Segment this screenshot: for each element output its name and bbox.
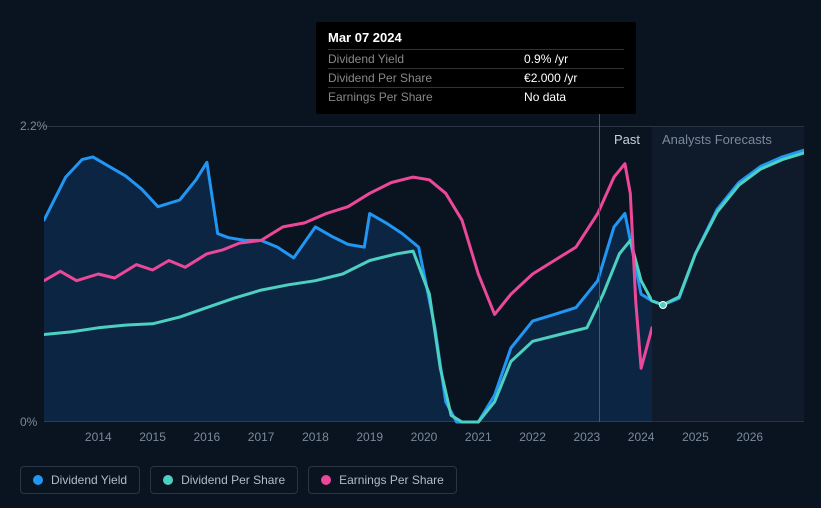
chart-svg (44, 126, 804, 422)
hover-marker (659, 301, 667, 309)
y-axis-label: 2.2% (20, 119, 47, 133)
legend-dot-icon (33, 475, 43, 485)
x-axis-label: 2020 (411, 430, 438, 444)
x-axis-label: 2023 (573, 430, 600, 444)
tooltip-value: No data (524, 88, 624, 107)
legend-item-dividend-yield[interactable]: Dividend Yield (20, 466, 140, 494)
x-axis-label: 2025 (682, 430, 709, 444)
tooltip-label: Earnings Per Share (328, 88, 524, 107)
tooltip-label: Dividend Yield (328, 50, 524, 69)
x-axis-label: 2024 (628, 430, 655, 444)
tooltip-table: Dividend Yield 0.9% /yr Dividend Per Sha… (328, 49, 624, 106)
legend-label: Dividend Yield (51, 473, 127, 487)
legend-dot-icon (321, 475, 331, 485)
chart-plot-area[interactable] (44, 126, 804, 422)
legend-dot-icon (163, 475, 173, 485)
x-axis-label: 2014 (85, 430, 112, 444)
y-axis-label: 0% (20, 415, 37, 429)
x-axis-label: 2018 (302, 430, 329, 444)
chart-legend: Dividend Yield Dividend Per Share Earnings… (20, 466, 457, 494)
region-label-forecast: Analysts Forecasts (662, 132, 772, 147)
tooltip-row: Earnings Per Share No data (328, 88, 624, 107)
x-axis-label: 2019 (356, 430, 383, 444)
x-axis-label: 2026 (736, 430, 763, 444)
tooltip-pointer-line (599, 100, 600, 422)
x-axis-label: 2021 (465, 430, 492, 444)
legend-item-dividend-per-share[interactable]: Dividend Per Share (150, 466, 298, 494)
tooltip-label: Dividend Per Share (328, 69, 524, 88)
x-axis-label: 2017 (248, 430, 275, 444)
tooltip-value: 0.9% /yr (524, 50, 624, 69)
tooltip-date: Mar 07 2024 (328, 30, 624, 45)
legend-label: Dividend Per Share (181, 473, 285, 487)
series-dividend-yield-forecast (652, 150, 804, 305)
legend-item-earnings-per-share[interactable]: Earnings Per Share (308, 466, 457, 494)
tooltip-row: Dividend Per Share €2.000 /yr (328, 69, 624, 88)
x-axis-label: 2022 (519, 430, 546, 444)
x-axis-label: 2016 (193, 430, 220, 444)
x-axis-label: 2015 (139, 430, 166, 444)
tooltip-row: Dividend Yield 0.9% /yr (328, 50, 624, 69)
legend-label: Earnings Per Share (339, 473, 444, 487)
chart-tooltip: Mar 07 2024 Dividend Yield 0.9% /yr Divi… (316, 22, 636, 114)
series-dividend-per-share-forecast (652, 153, 804, 305)
region-label-past: Past (614, 132, 640, 147)
tooltip-value: €2.000 /yr (524, 69, 624, 88)
